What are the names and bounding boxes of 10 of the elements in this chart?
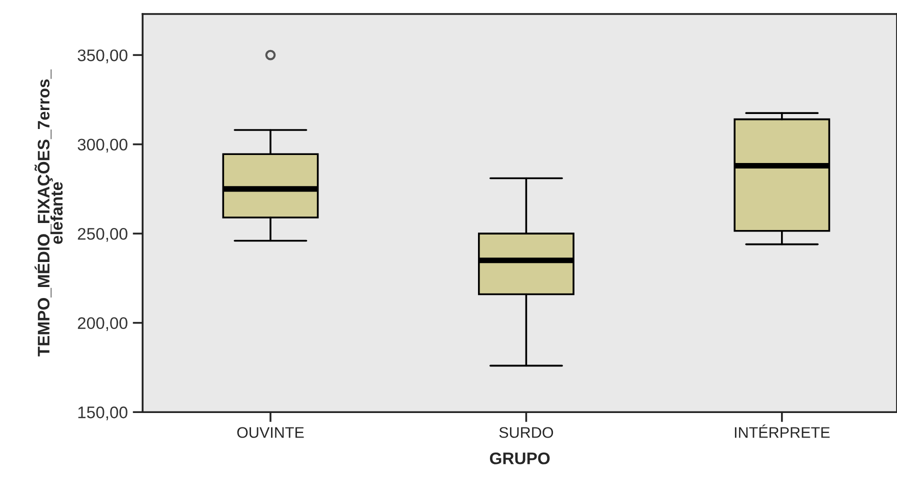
x-tick-label: INTÉRPRETE (734, 424, 830, 438)
x-axis-title: GRUPO (490, 452, 550, 464)
y-tick-label: 300,00 (78, 138, 128, 152)
y-tick-label: 350,00 (78, 49, 128, 64)
y-tick-label: 250,00 (78, 228, 128, 242)
x-tick-label: OUVINTE (237, 427, 304, 438)
y-axis-title: TEMPO_MÉDIO_FIXAÇÕES_7erros_ elefante (34, 69, 63, 356)
x-tick-label: SURDO (499, 427, 554, 438)
y-tick-label: 150,00 (78, 406, 128, 420)
y-tick-label: 200,00 (78, 317, 128, 332)
